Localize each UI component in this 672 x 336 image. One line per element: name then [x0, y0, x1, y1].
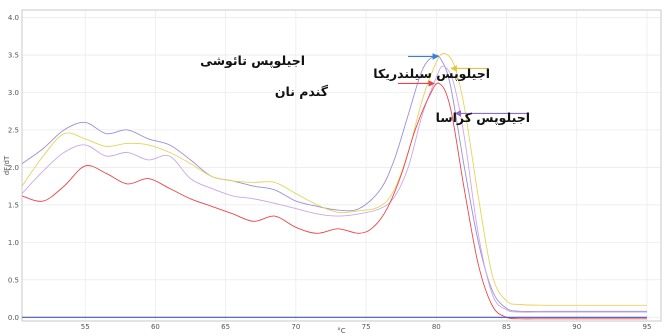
annotation-label: اجیلوپس کراسا	[436, 110, 530, 125]
plot-area	[21, 9, 662, 322]
y-tick-label: 1.0	[8, 239, 19, 247]
x-tick-label: 90	[572, 323, 581, 331]
y-tick-label: 3.0	[8, 89, 19, 97]
x-tick-label: 70	[291, 323, 300, 331]
series-line-1	[21, 54, 647, 312]
y-axis-title: dF/dT	[3, 155, 11, 175]
x-tick-label: 95	[642, 323, 651, 331]
y-tick-label: 2.0	[8, 164, 19, 172]
y-tick-label: 4.0	[8, 14, 19, 22]
series-line-2	[21, 52, 647, 306]
annotation-label: گندم نان	[275, 84, 329, 100]
y-tick-label: 0.5	[8, 276, 19, 284]
series-line-4	[21, 82, 648, 320]
y-tick-label: 3.5	[8, 51, 19, 59]
series-line-3	[21, 65, 647, 313]
x-tick-label: 80	[432, 323, 441, 331]
annotation-label: اجیلوپس تائوشی	[200, 53, 305, 68]
y-tick-label: 0.0	[8, 314, 19, 322]
x-axis-title: °C	[337, 327, 346, 335]
x-tick-label: 55	[81, 323, 90, 331]
series-lines	[21, 52, 648, 320]
y-tick-label: 1.5	[8, 201, 19, 209]
x-tick-label: 60	[151, 323, 160, 331]
x-tick-label: 85	[502, 323, 511, 331]
x-tick-label: 65	[221, 323, 230, 331]
grid-lines	[22, 10, 661, 321]
y-tick-label: 2.5	[8, 126, 19, 134]
x-tick-label: 75	[362, 323, 371, 331]
annotation-label: اجیلوپس سیلندریکا	[373, 66, 490, 81]
annotations: اجیلوپس تائوشی اجیلوپس سیلندریکا گندم نان ا…	[200, 53, 530, 125]
axis-ticks: 0.0 0.5 1.0 1.5 2.0 2.5 3.0 3.5 4.0 55 60 65 70 75 80 8…	[8, 14, 652, 331]
